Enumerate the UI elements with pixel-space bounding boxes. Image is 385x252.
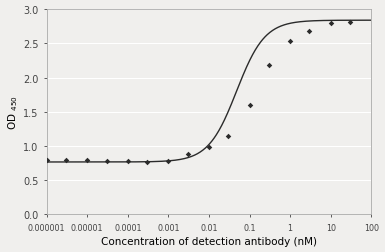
Point (287, 40, 293, 44)
Point (104, 159, 110, 163)
Point (84, 159, 90, 163)
Point (225, 135, 231, 139)
Y-axis label: OD $_{450}$: OD $_{450}$ (6, 95, 20, 130)
Point (206, 145, 212, 149)
Point (165, 159, 171, 163)
X-axis label: Concentration of detection antibody (nM): Concentration of detection antibody (nM) (101, 236, 317, 246)
Point (44, 159, 50, 163)
Point (266, 64, 272, 68)
Point (63, 158, 69, 162)
Point (347, 20, 353, 24)
Point (185, 152, 191, 156)
Point (125, 159, 131, 163)
Point (306, 30, 313, 34)
Point (328, 22, 334, 26)
Point (144, 160, 150, 164)
Point (246, 104, 253, 108)
